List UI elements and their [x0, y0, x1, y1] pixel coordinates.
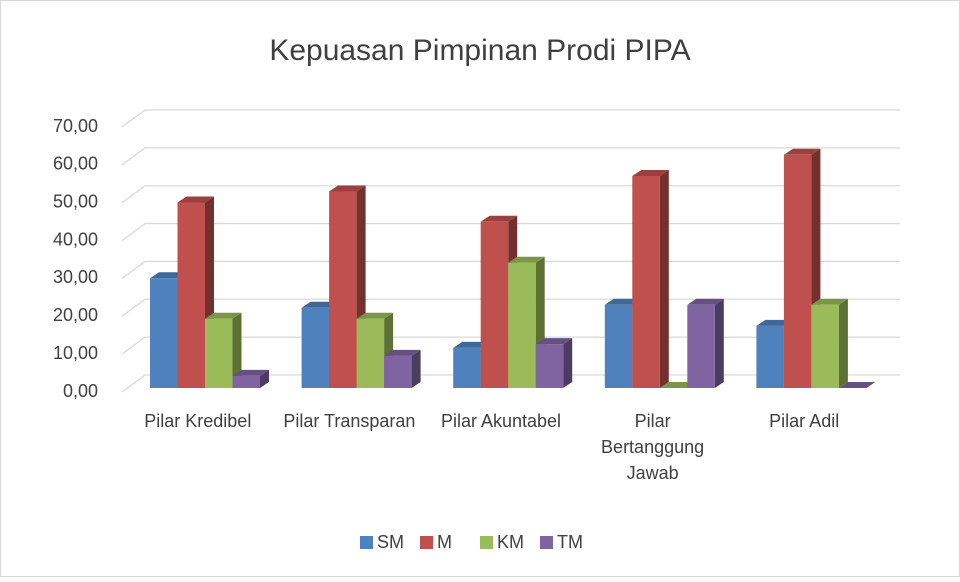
y-tick-label: 40,00	[53, 229, 98, 249]
bar-front	[150, 278, 178, 388]
y-tick-label: 50,00	[53, 191, 98, 211]
bar-side	[714, 298, 724, 388]
bar-front	[508, 262, 536, 388]
bar	[687, 298, 724, 388]
bar-front	[356, 318, 385, 388]
category-label: Pilar Adil	[769, 411, 840, 431]
bar-top	[205, 312, 242, 319]
bar-front	[783, 154, 812, 388]
bar-top	[783, 148, 821, 155]
chart-title: Kepuasan Pimpinan Prodi PIPA	[269, 34, 690, 67]
category-label: Pilar Bertanggung Jawab	[601, 411, 705, 483]
bar-top	[811, 298, 848, 305]
bar-top	[604, 298, 642, 305]
bar-front	[301, 307, 330, 388]
grid-line	[121, 147, 900, 166]
bar-side	[563, 338, 573, 388]
bar-front	[756, 325, 784, 388]
bar	[632, 170, 669, 388]
x-tick-label: Pilar Bertanggung Jawab	[601, 411, 705, 483]
bar-top	[329, 185, 366, 192]
legend-swatch	[540, 536, 553, 549]
bar-top	[301, 301, 339, 308]
category-label: Pilar Akuntabel	[440, 411, 562, 431]
y-tick-label: 60,00	[53, 154, 98, 174]
bar-top	[150, 272, 187, 279]
bar	[508, 256, 545, 388]
legend-swatch	[360, 536, 373, 549]
bar-top	[535, 338, 573, 345]
bar	[205, 312, 242, 388]
bar-front	[480, 221, 509, 388]
bar-top	[838, 382, 876, 388]
bar-front	[811, 304, 839, 388]
bar-top	[508, 256, 545, 263]
x-tick-label: Pilar Transparan	[283, 411, 416, 431]
bar-side	[260, 369, 269, 388]
bar-top	[232, 369, 269, 376]
bar-top	[632, 170, 669, 176]
y-tick-label: 70,00	[53, 116, 98, 136]
x-tick-label: Pilar Kredibel	[144, 411, 252, 431]
bar	[838, 382, 876, 388]
y-tick-label: 30,00	[53, 267, 98, 287]
x-tick-label: Pilar Adil	[769, 411, 840, 431]
bar-front	[329, 191, 357, 388]
bar-front	[384, 355, 412, 388]
bar-front	[177, 202, 205, 388]
bar-top	[687, 298, 724, 305]
bar-front	[535, 344, 564, 388]
bar-top	[453, 341, 490, 348]
bar-top	[480, 215, 518, 222]
bar-front	[232, 375, 260, 388]
y-tick-label: 10,00	[53, 343, 98, 363]
bar-top	[659, 382, 697, 388]
y-tick-label: 0,00	[63, 381, 98, 401]
bar-side	[838, 298, 848, 388]
bar-front	[205, 318, 233, 388]
legend-label: KM	[497, 532, 524, 552]
bar	[811, 298, 848, 388]
bar	[232, 369, 269, 388]
bar	[535, 338, 573, 388]
bar	[659, 382, 697, 388]
bar-top	[356, 312, 394, 319]
legend-swatch	[480, 536, 493, 549]
legend-label: SM	[377, 532, 404, 552]
grid-line	[121, 109, 900, 128]
bar-top	[384, 349, 421, 356]
bar-side	[232, 312, 242, 388]
category-label: Pilar Kredibel	[144, 411, 252, 431]
category-label: Pilar Transparan	[283, 411, 416, 431]
bar-side	[411, 349, 421, 388]
bar-top	[756, 319, 793, 326]
bar-front	[632, 176, 660, 388]
bar-front	[604, 304, 633, 388]
bar-front	[453, 347, 481, 388]
bar-front	[687, 304, 715, 388]
bar	[356, 312, 394, 388]
bar-top	[177, 196, 214, 203]
x-tick-label: Pilar Akuntabel	[440, 411, 562, 431]
legend-swatch	[420, 536, 433, 549]
legend-label: M	[437, 532, 452, 552]
bar	[384, 349, 421, 388]
legend-label: TM	[557, 532, 583, 552]
bar-side	[659, 170, 669, 388]
y-tick-label: 20,00	[53, 305, 98, 325]
